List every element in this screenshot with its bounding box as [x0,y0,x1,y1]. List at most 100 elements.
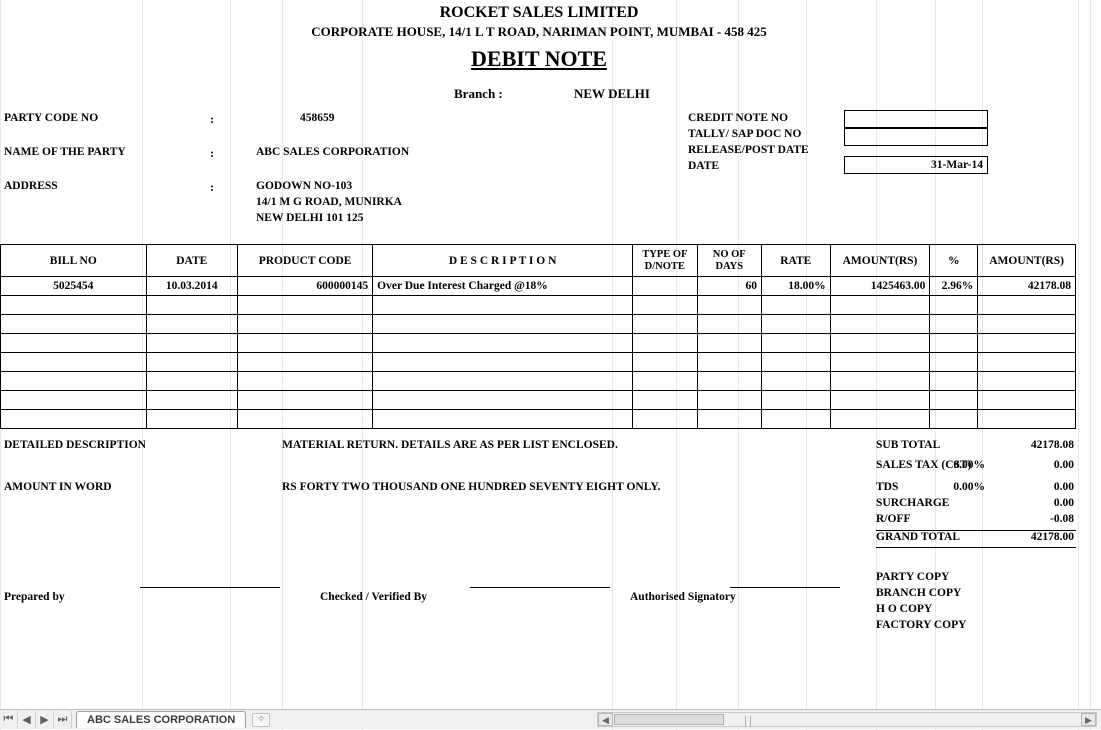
nav-first-icon[interactable]: ⏮ [0,711,18,729]
empty-cell[interactable] [633,315,697,334]
empty-cell[interactable] [978,391,1076,410]
table-row[interactable] [1,353,1076,372]
cell-description[interactable]: Over Due Interest Charged @18% [373,277,633,296]
empty-cell[interactable] [978,353,1076,372]
table-row[interactable] [1,334,1076,353]
table-row[interactable] [1,372,1076,391]
empty-cell[interactable] [1,410,147,429]
table-row[interactable] [1,315,1076,334]
empty-cell[interactable] [633,410,697,429]
empty-cell[interactable] [978,334,1076,353]
empty-cell[interactable] [633,296,697,315]
cell-type[interactable] [633,277,697,296]
empty-cell[interactable] [930,334,978,353]
horizontal-scrollbar[interactable]: ◀ ▶ [597,712,1097,727]
empty-cell[interactable] [830,315,930,334]
empty-cell[interactable] [1,296,147,315]
tally-sap-box[interactable] [844,128,988,146]
empty-cell[interactable] [1,334,147,353]
empty-cell[interactable] [697,410,761,429]
empty-cell[interactable] [830,410,930,429]
empty-cell[interactable] [830,334,930,353]
empty-cell[interactable] [373,296,633,315]
empty-cell[interactable] [633,334,697,353]
empty-cell[interactable] [830,391,930,410]
empty-cell[interactable] [697,372,761,391]
empty-cell[interactable] [238,410,373,429]
empty-cell[interactable] [146,391,237,410]
empty-cell[interactable] [697,353,761,372]
empty-cell[interactable] [930,391,978,410]
empty-cell[interactable] [930,315,978,334]
empty-cell[interactable] [633,391,697,410]
empty-cell[interactable] [373,410,633,429]
cell-rate[interactable]: 18.00% [761,277,830,296]
empty-cell[interactable] [930,410,978,429]
cell-pct[interactable]: 2.96% [930,277,978,296]
empty-cell[interactable] [373,315,633,334]
nav-prev-icon[interactable]: ◀ [18,711,36,729]
empty-cell[interactable] [1,372,147,391]
sheet-tab[interactable]: ABC SALES CORPORATION [76,711,246,728]
empty-cell[interactable] [146,372,237,391]
empty-cell[interactable] [978,372,1076,391]
cell-amount-rs[interactable]: 1425463.00 [830,277,930,296]
empty-cell[interactable] [633,372,697,391]
empty-cell[interactable] [146,334,237,353]
empty-cell[interactable] [697,334,761,353]
empty-cell[interactable] [1,353,147,372]
empty-cell[interactable] [373,334,633,353]
empty-cell[interactable] [761,334,830,353]
table-row[interactable] [1,296,1076,315]
empty-cell[interactable] [146,296,237,315]
empty-cell[interactable] [930,372,978,391]
empty-cell[interactable] [761,315,830,334]
empty-cell[interactable] [373,372,633,391]
empty-cell[interactable] [373,391,633,410]
empty-cell[interactable] [761,372,830,391]
date-value-box[interactable]: 31-Mar-14 [844,156,988,174]
empty-cell[interactable] [633,353,697,372]
scroll-left-icon[interactable]: ◀ [598,713,613,726]
table-row[interactable] [1,410,1076,429]
empty-cell[interactable] [761,410,830,429]
empty-cell[interactable] [697,315,761,334]
empty-cell[interactable] [978,315,1076,334]
empty-cell[interactable] [1,391,147,410]
empty-cell[interactable] [761,353,830,372]
empty-cell[interactable] [238,372,373,391]
cell-product-code[interactable]: 600000145 [238,277,373,296]
cell-bill-no[interactable]: 5025454 [1,277,147,296]
empty-cell[interactable] [238,353,373,372]
empty-cell[interactable] [238,315,373,334]
empty-cell[interactable] [146,410,237,429]
cell-date[interactable]: 10.03.2014 [146,277,237,296]
empty-cell[interactable] [930,353,978,372]
nav-next-icon[interactable]: ▶ [36,711,54,729]
empty-cell[interactable] [146,353,237,372]
empty-cell[interactable] [761,296,830,315]
nav-last-icon[interactable]: ⏭ [54,711,72,729]
empty-cell[interactable] [238,334,373,353]
cell-days[interactable]: 60 [697,277,761,296]
empty-cell[interactable] [930,296,978,315]
empty-cell[interactable] [238,296,373,315]
empty-cell[interactable] [830,372,930,391]
empty-cell[interactable] [830,296,930,315]
empty-cell[interactable] [1,315,147,334]
cell-amount2[interactable]: 42178.08 [978,277,1076,296]
empty-cell[interactable] [830,353,930,372]
empty-cell[interactable] [978,296,1076,315]
table-row[interactable]: 5025454 10.03.2014 600000145 Over Due In… [1,277,1076,296]
empty-cell[interactable] [146,315,237,334]
empty-cell[interactable] [697,296,761,315]
empty-cell[interactable] [978,410,1076,429]
table-row[interactable] [1,391,1076,410]
scroll-thumb[interactable] [614,714,724,725]
empty-cell[interactable] [761,391,830,410]
empty-cell[interactable] [697,391,761,410]
new-sheet-icon[interactable]: ✧ [252,713,270,727]
empty-cell[interactable] [373,353,633,372]
empty-cell[interactable] [238,391,373,410]
credit-note-no-box[interactable] [844,110,988,128]
